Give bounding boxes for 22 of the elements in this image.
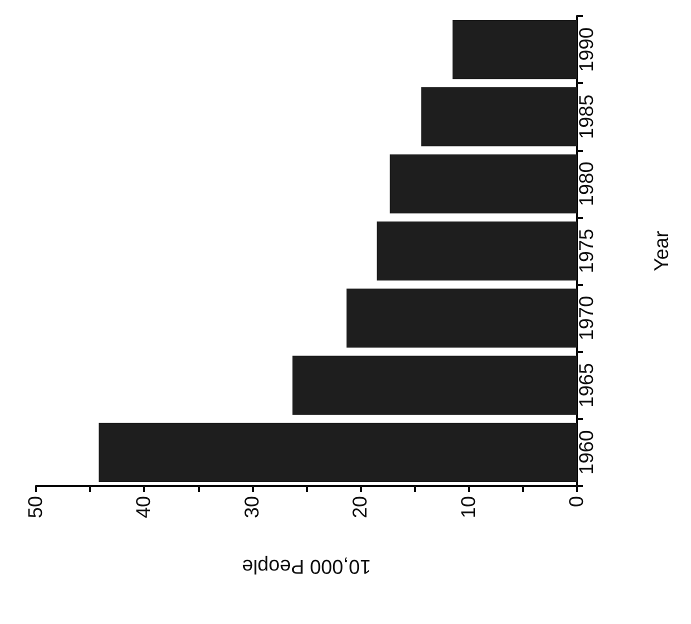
bar xyxy=(346,288,577,348)
x-tick-label: 0 xyxy=(566,496,588,508)
y-tick-label: 1970 xyxy=(576,296,598,340)
bar xyxy=(421,87,577,146)
x-tick-label: 50 xyxy=(25,496,47,518)
x-tick-label: 30 xyxy=(241,496,264,518)
y-tick-label: 1985 xyxy=(576,94,598,139)
x-tick-label: 20 xyxy=(350,496,372,518)
y-tick-label: 1965 xyxy=(576,363,598,408)
bar xyxy=(376,221,577,281)
y-tick-label: 1960 xyxy=(576,430,598,475)
y-tick-label: 1990 xyxy=(576,27,598,72)
y-axis-title: Year xyxy=(651,230,673,272)
bar xyxy=(452,20,577,80)
x-tick-label: 40 xyxy=(133,496,156,518)
y-tick-label: 1980 xyxy=(576,162,598,206)
bar xyxy=(390,154,577,214)
bar xyxy=(98,422,577,482)
x-tick-label: 10 xyxy=(458,496,480,518)
bar xyxy=(292,356,577,415)
x-axis-title: 10,000 People xyxy=(242,555,372,577)
y-tick-label: 1975 xyxy=(576,228,598,274)
